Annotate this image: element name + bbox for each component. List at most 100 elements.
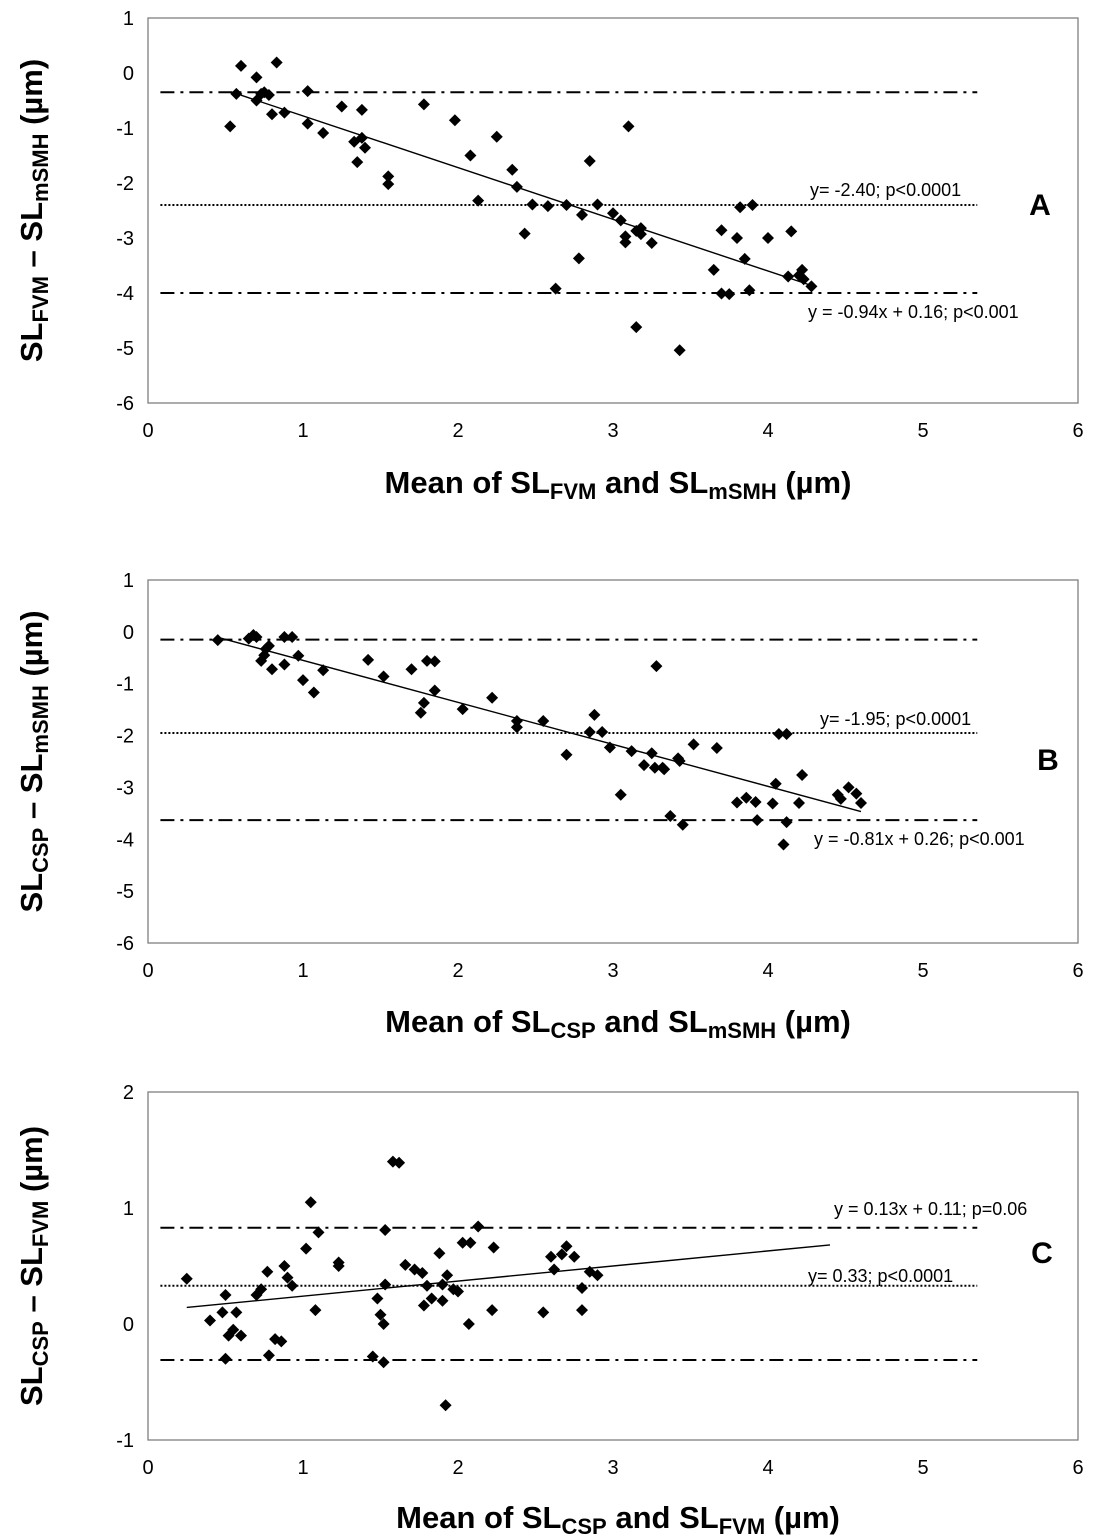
data-point <box>332 1256 345 1269</box>
data-point <box>464 149 477 162</box>
y-tick-label: 0 <box>123 63 134 85</box>
data-point <box>416 1266 429 1279</box>
data-point <box>510 715 523 728</box>
data-point <box>560 748 573 761</box>
data-point <box>286 631 299 644</box>
y-tick-label: 0 <box>123 1314 134 1336</box>
data-point <box>428 684 441 697</box>
data-point <box>645 236 658 249</box>
data-point <box>545 1250 557 1263</box>
data-point <box>740 791 753 804</box>
data-point <box>393 1156 406 1169</box>
data-point <box>377 670 390 683</box>
data-point <box>687 738 700 751</box>
data-point <box>715 224 728 237</box>
data-point <box>805 280 818 293</box>
x-tick-label: 4 <box>762 1457 773 1479</box>
data-point <box>255 1283 268 1296</box>
y-tick-label: -6 <box>116 933 134 955</box>
data-point <box>286 1279 299 1292</box>
data-point <box>219 1289 232 1301</box>
data-point <box>549 282 562 295</box>
data-point <box>619 236 632 249</box>
y-tick-label: -3 <box>116 228 134 250</box>
x-tick-label: 6 <box>1072 420 1083 442</box>
data-point <box>510 721 523 734</box>
data-point <box>211 634 224 647</box>
x-tick-label: 0 <box>142 960 153 982</box>
data-point <box>456 1236 469 1249</box>
data-point <box>560 1240 573 1253</box>
y-tick-label: -2 <box>116 173 134 195</box>
y-tick-label: 0 <box>123 622 134 644</box>
data-point <box>796 263 809 276</box>
x-tick-label: 1 <box>297 1457 308 1479</box>
data-point <box>362 653 375 666</box>
data-point <box>548 1263 561 1276</box>
y-tick-label: -4 <box>116 283 134 305</box>
data-point <box>793 796 805 809</box>
bland-altman-panels: 0 1 2 3 4 5 6 1 0 -1 -2 -3 -4 -5 -6 y= -2.40; p<0.0001 y… <box>14 8 1084 1539</box>
data-point <box>230 87 243 100</box>
data-point <box>436 1278 449 1291</box>
x-tick-label: 5 <box>917 1457 928 1479</box>
x-tick-label: 2 <box>452 1457 463 1479</box>
data-point <box>309 1304 322 1317</box>
y-tick-label: 1 <box>123 570 134 592</box>
data-point <box>588 708 601 721</box>
x-tick-label: 2 <box>452 420 463 442</box>
data-point <box>576 1282 588 1295</box>
data-point <box>796 768 809 781</box>
regression-label: y = 0.13x + 0.11; p=0.06 <box>834 1199 1027 1219</box>
data-point <box>634 222 647 235</box>
data-point <box>780 728 793 741</box>
panel-label: B <box>1037 744 1059 777</box>
y-tick-label: -6 <box>116 393 134 415</box>
data-point <box>486 691 499 704</box>
data-point <box>266 663 278 676</box>
data-point <box>526 198 539 211</box>
x-tick-label: 2 <box>452 960 463 982</box>
x-tick-label: 6 <box>1072 1457 1083 1479</box>
y-tick-label: -5 <box>116 338 134 360</box>
data-point <box>734 201 747 214</box>
data-point <box>379 1278 392 1291</box>
data-point <box>855 796 867 809</box>
regression-line <box>186 1244 831 1309</box>
data-point <box>301 117 314 130</box>
y-tick-label: -5 <box>116 881 134 903</box>
data-point <box>219 1352 232 1365</box>
data-point <box>456 703 469 716</box>
data-point <box>780 816 793 829</box>
data-point <box>769 777 782 790</box>
y-tick-label: -1 <box>116 118 134 140</box>
data-point <box>560 199 573 211</box>
data-point <box>250 71 263 84</box>
data-point <box>486 1304 499 1317</box>
panel-a: 0 1 2 3 4 5 6 1 0 -1 -2 -3 -4 -5 -6 y= -2.40; p<0.0001 y… <box>14 8 1084 504</box>
data-point <box>583 725 596 738</box>
data-point <box>723 288 736 301</box>
data-point <box>518 227 531 240</box>
data-point <box>510 180 523 193</box>
data-point <box>262 639 275 652</box>
data-point <box>275 1335 288 1348</box>
x-tick-label: 4 <box>762 960 773 982</box>
data-point <box>317 664 330 677</box>
data-point <box>382 178 395 191</box>
data-point <box>351 156 364 169</box>
data-point <box>785 225 798 238</box>
data-point <box>235 1329 247 1342</box>
x-axis-title: Mean of SLCSP and SLmSMH (µm) <box>385 1004 851 1043</box>
y-tick-label: 2 <box>123 1082 134 1104</box>
x-tick-label: 3 <box>607 960 618 982</box>
data-point <box>278 658 291 671</box>
data-point <box>749 795 762 808</box>
data-point <box>433 1247 446 1260</box>
data-point <box>743 284 756 297</box>
data-point <box>591 1269 604 1282</box>
data-point <box>650 660 663 673</box>
data-point <box>224 120 237 133</box>
x-tick-label: 1 <box>297 420 308 442</box>
